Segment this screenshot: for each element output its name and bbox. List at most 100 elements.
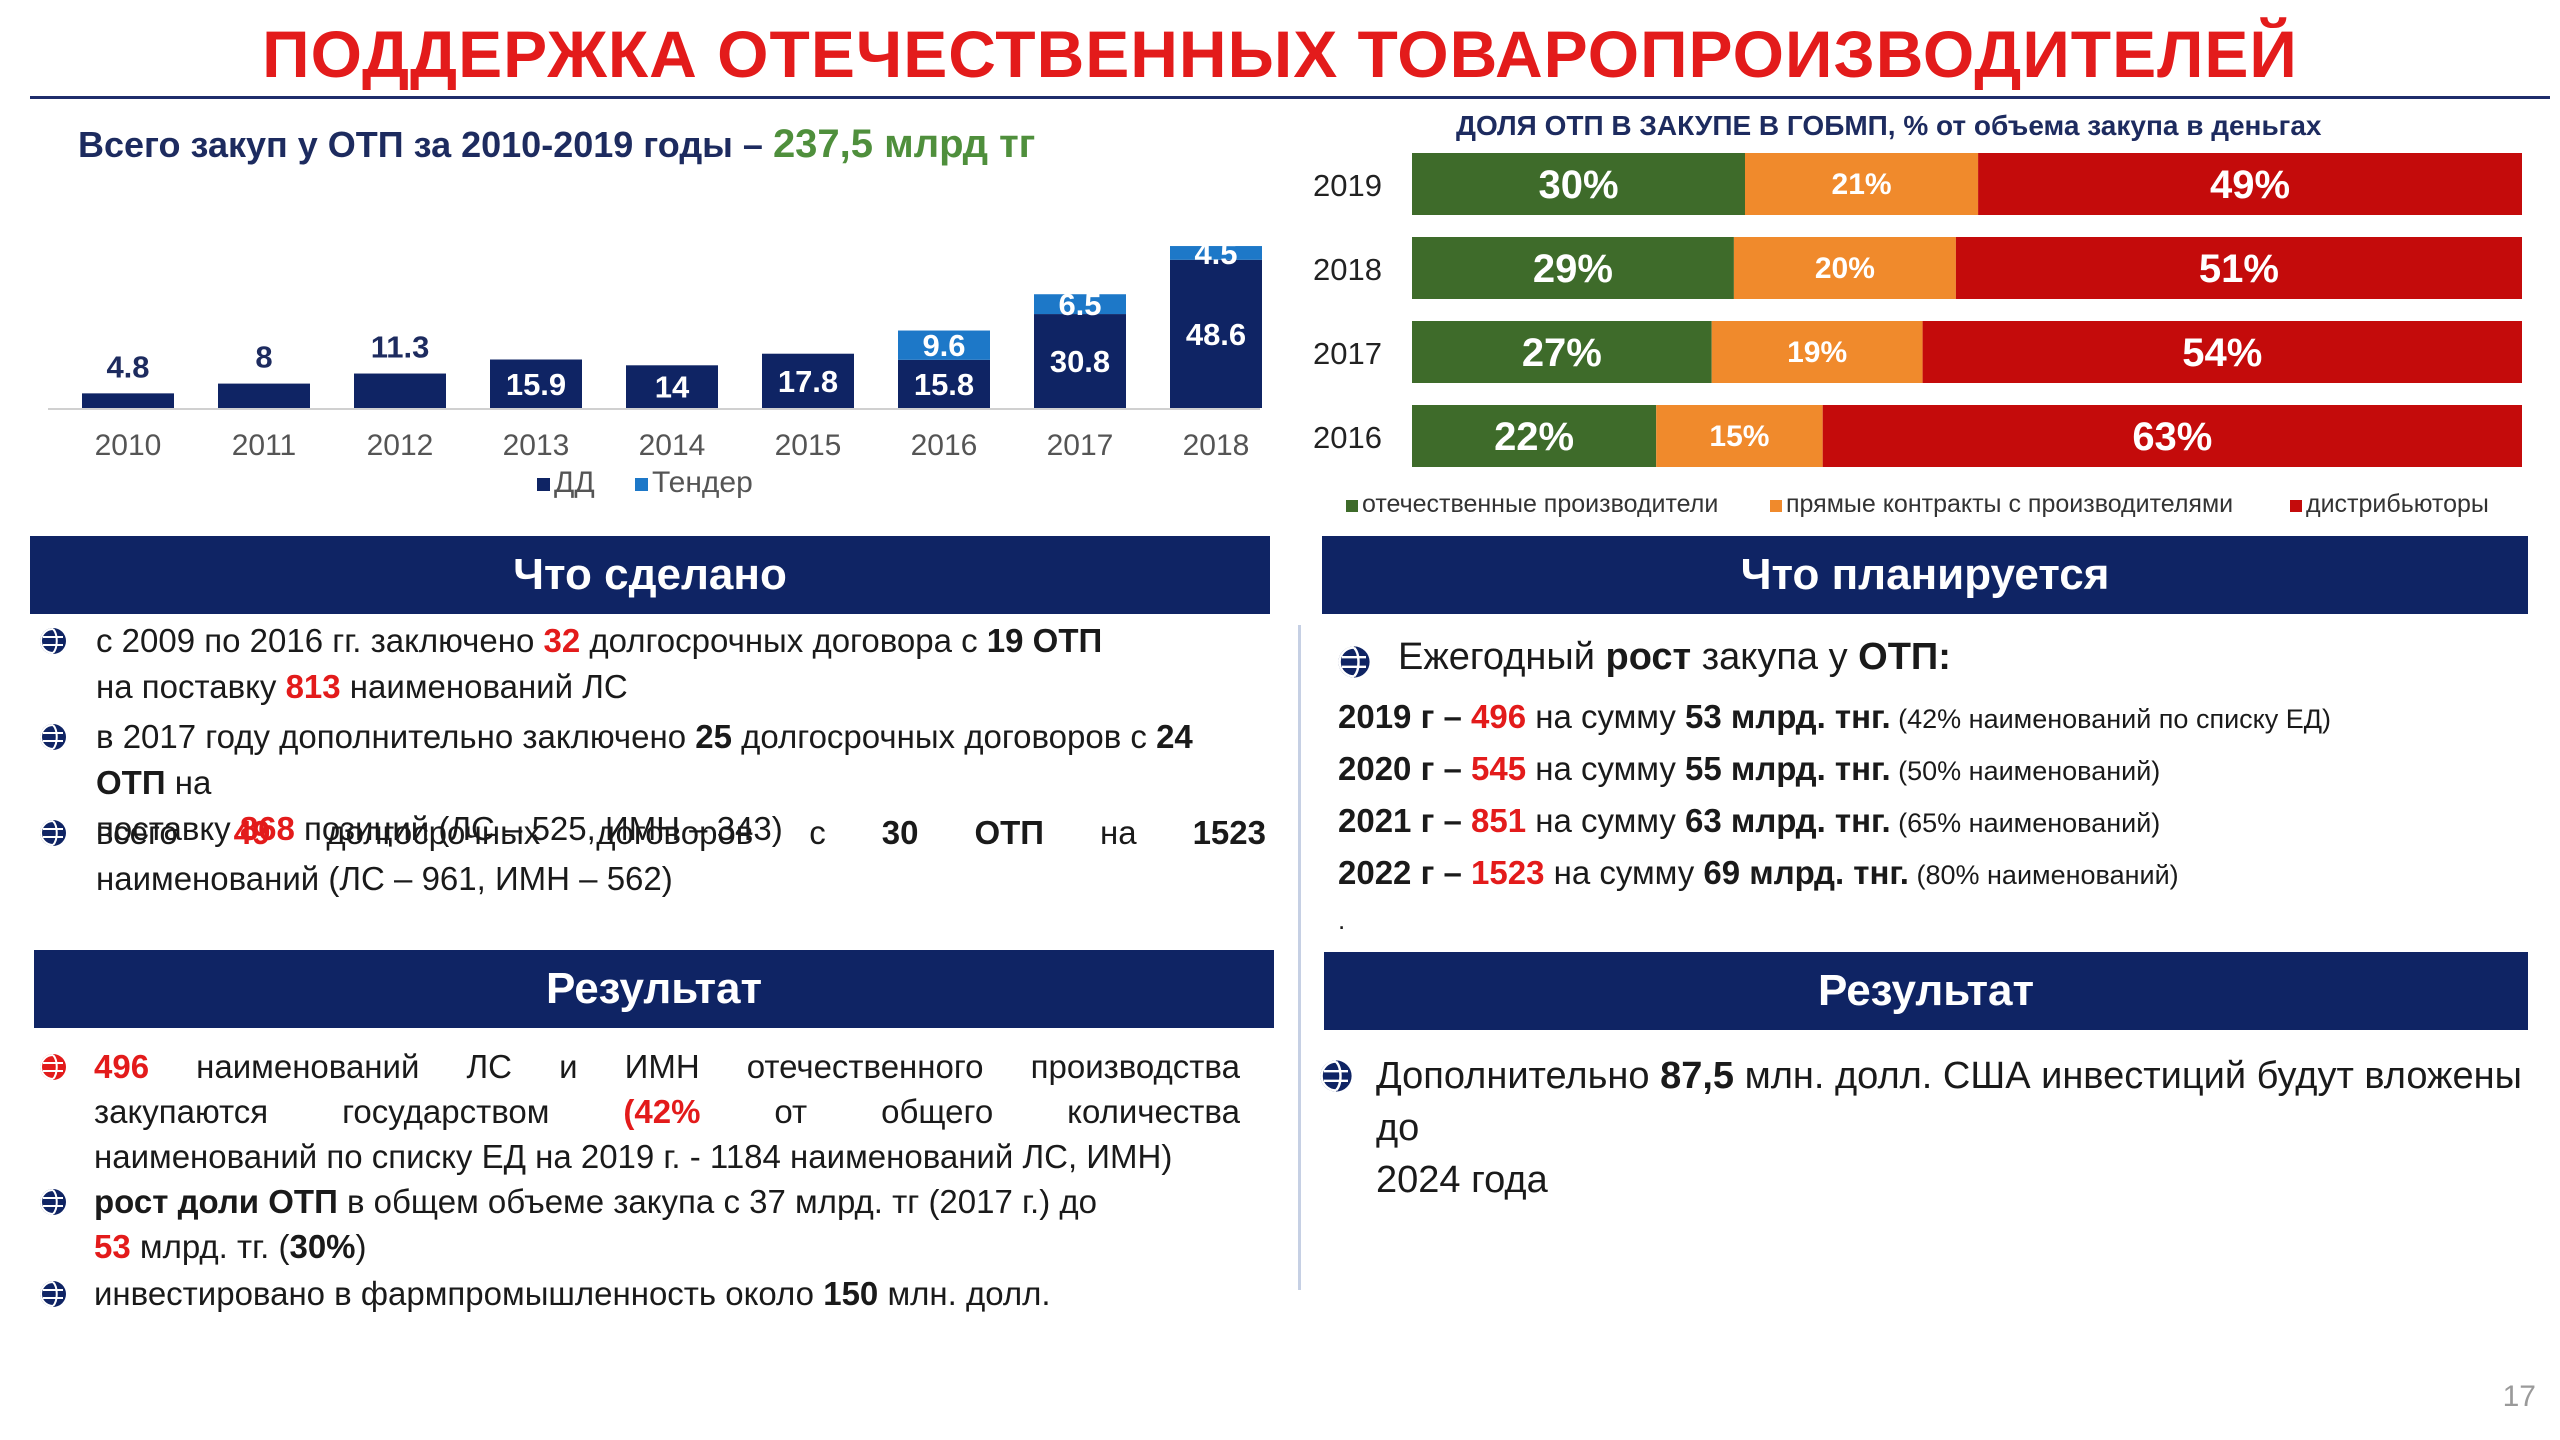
done-item-2-count: 25 [695,718,732,755]
share-bar-2017-2 [1922,321,2522,383]
done-item-1-names: 813 [285,668,341,705]
bar-label-dd-2011: 8 [255,340,272,375]
done-item-2-positions: 868 [239,810,295,847]
left-chart-heading-total: 237,5 млрд тг [772,122,1036,166]
plan-row-year: 2021 г – [1338,802,1472,839]
plan-row-note: (80% наименований) [1908,860,2179,890]
x-tick-2017: 2017 [1047,429,1114,462]
share-label-2018-0: 29% [1533,247,1613,291]
bar-dd-2018 [1170,259,1262,408]
result-item-1-l2w2: государством [342,1093,550,1130]
share-bar-2019-1 [1745,153,1979,215]
done-item-1-count: 32 [543,622,581,659]
plan-row: 2022 г – 1523 на сумму 69 млрд. тнг. (80… [1338,848,2528,900]
plan-row-year: 2022 г – [1338,854,1472,891]
result-item-1-l2w4: общего [881,1093,994,1130]
plan-row-sum: 55 млрд. тнг. [1685,750,1891,787]
done-item-1-text2: долгосрочных договора с [580,622,987,659]
plan-row: 2019 г – 496 на сумму 53 млрд. тнг. (42%… [1338,692,2528,744]
share-bar-2016-2 [1822,405,2522,467]
plan-rows: 2019 г – 496 на сумму 53 млрд. тнг. (42%… [1338,692,2528,940]
done-item-1-text: с 2009 по 2016 гг. заключено [96,622,544,659]
result-item-1-l2w5: количества [1067,1093,1240,1130]
share-bar-2018-1 [1733,237,1956,299]
plan-row-note: (42% наименований по списку ЕД) [1890,704,2332,734]
plan-row-note: (50% наименований) [1890,756,2161,786]
done-item-1-line2-end: наименований ЛС [340,668,628,705]
result-left-list: 496 наименований ЛС и ИМН отечественного… [38,1044,1240,1321]
result-right-value: 87,5 [1660,1055,1735,1097]
plan-dot: . [1338,905,1346,935]
plan-row-sum: 63 млрд. тнг. [1685,802,1891,839]
page-number: 17 [2502,1380,2536,1413]
y-tick-2018: 2018 [1313,252,1382,287]
share-label-2017-0: 27% [1522,331,1602,375]
plan-row-mid: на сумму [1526,698,1686,735]
bar-label-dd-2012: 11.3 [371,330,430,365]
plan-intro-growth: рост [1605,636,1692,678]
globe-icon [40,1189,66,1215]
y-tick-2016: 2016 [1313,420,1382,455]
left-chart-heading: Всего закуп у ОТП за 2010-2019 годы – 23… [78,122,1035,167]
legend-label-dd: ДД [554,466,595,499]
share-label-2016-0: 22% [1494,415,1574,459]
result-item-1-w3: и [559,1048,578,1085]
done-item-3-w2: долгосрочных [326,814,541,851]
bar-dd-2010 [82,393,174,408]
result-left-item-1: 496 наименований ЛС и ИМН отечественного… [38,1044,1240,1179]
done-item-3-count: 49 [233,814,271,851]
bar-label-dd-2015: 17.8 [778,364,838,399]
share-bar-2018-0 [1412,237,1734,299]
result-left-header: Результат [34,950,1274,1028]
share-bar-2017-1 [1711,321,1923,383]
column-divider [1298,625,1301,1290]
result-item-1-count: 496 [94,1048,150,1085]
result-right-text-a: Дополнительно [1376,1055,1661,1097]
left-chart-heading-prefix: Всего закуп у ОТП за 2010-2019 годы – [78,124,773,165]
share-label-2019-0: 30% [1538,163,1618,207]
right-chart-heading: ДОЛЯ ОТП В ЗАКУПЕ В ГОБМП, % от объема з… [1456,110,2322,141]
plan-row-sum: 69 млрд. тнг. [1703,854,1909,891]
done-item-2: в 2017 году дополнительно заключено 25 д… [38,714,1248,847]
share-label-2016-2: 63% [2132,415,2212,459]
procurement-bar-chart: 4.8 2010 8 2011 11.3 2012 15.9 2013 14 2014 17.8 20… [48,236,1262,499]
done-header: Что сделано [30,536,1270,614]
y-tick-2019: 2019 [1313,168,1382,203]
legend-label-tender: Тендер [652,466,753,499]
plan-row-count: 496 [1471,698,1527,735]
bar-dd-2011 [218,383,310,408]
plan-row: 2020 г – 545 на сумму 55 млрд. тнг. (50%… [1338,744,2528,796]
bar-dd-2014 [626,365,718,408]
result-item-2-text: в общем объеме закупа с 37 млрд. тг (201… [337,1183,1097,1220]
result-item-2-value: 53 [94,1228,131,1265]
result-item-1-w1: наименований [196,1048,420,1085]
globe-icon [40,820,66,846]
done-item-3-w3: договоров [596,814,754,851]
plan-row-mid: на сумму [1544,854,1704,891]
share-bar-2016-1 [1656,405,1823,467]
bar-label-dd-2018: 48.6 [1186,317,1246,352]
plan-row-mid: на сумму [1526,750,1686,787]
result-item-1-line3: наименований по списку ЕД на 2019 г. - 1… [94,1138,1173,1175]
done-item-3-w1: всего [96,814,178,851]
title-divider [30,96,2550,99]
x-tick-2014: 2014 [639,429,706,462]
bar-label-dd-2010: 4.8 [106,349,149,384]
bar-label-tender-2016: 9.6 [922,328,965,363]
globe-icon [40,724,66,750]
plan-intro-otp: ОТП: [1858,636,1951,678]
share-label-2016-1: 15% [1709,420,1769,453]
result-right-text-d: 2024 года [1376,1159,1548,1201]
result-item-1-l2w3: от [774,1093,808,1130]
done-item-1: с 2009 по 2016 гг. заключено 32 долгосро… [38,618,1248,710]
bar-tender-2018 [1170,246,1262,260]
legend-label-0: отечественные производители [1362,490,1718,518]
x-tick-2011: 2011 [232,429,297,462]
result-item-1-w4: ИМН [624,1048,700,1085]
bar-label-dd-2013: 15.9 [506,367,566,402]
done-item-3: всего 49 долгосрочных договоров с 30 ОТП… [38,810,1266,902]
share-bar-2017-0 [1412,321,1712,383]
plan-row-year: 2019 г – [1338,698,1472,735]
done-item-2-line2-end: позиций (ЛС – 525, ИМН – 343) [294,810,783,847]
plan-row-count: 1523 [1471,854,1545,891]
